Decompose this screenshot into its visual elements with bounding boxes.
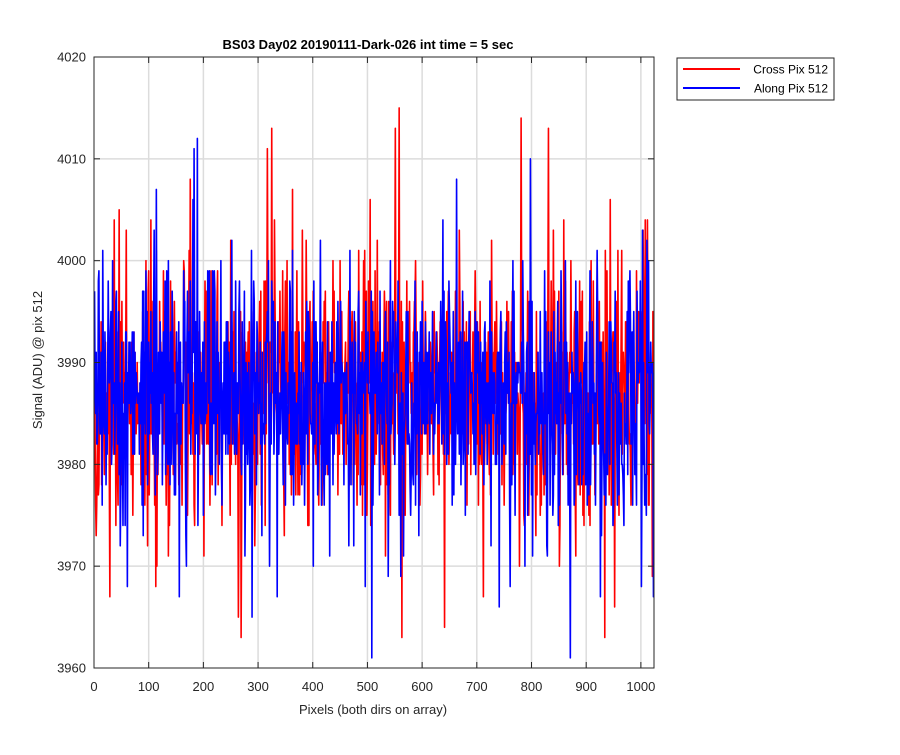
x-tick-label: 1000: [626, 679, 655, 694]
y-tick-label: 3980: [57, 457, 86, 472]
x-tick-label: 600: [411, 679, 433, 694]
x-axis-label: Pixels (both dirs on array): [299, 702, 447, 717]
y-tick-label: 4020: [57, 50, 86, 65]
legend-label-cross: Cross Pix 512: [753, 63, 828, 77]
x-tick-label: 400: [302, 679, 324, 694]
series-layer: [94, 107, 654, 659]
y-tick-label: 4000: [57, 253, 86, 268]
chart-title: BS03 Day02 20190111-Dark-026 int time = …: [223, 37, 514, 52]
legend-label-along: Along Pix 512: [754, 82, 828, 96]
x-tick-label: 0: [90, 679, 97, 694]
legend-box: [676, 57, 835, 101]
y-axis-label: Signal (ADU) @ pix 512: [30, 291, 45, 429]
y-tick-label: 3990: [57, 355, 86, 370]
x-tick-label: 700: [466, 679, 488, 694]
x-tick-label: 300: [247, 679, 269, 694]
y-tick-label: 4010: [57, 151, 86, 166]
y-tick-label: 3960: [57, 661, 86, 676]
x-axis-ticks: 0 100 200 300 400 500 600 700 800 900 1000: [90, 57, 655, 694]
x-tick-label: 200: [193, 679, 215, 694]
x-tick-label: 500: [357, 679, 379, 694]
x-tick-label: 900: [575, 679, 597, 694]
series-line-along-pix-512: [94, 137, 654, 659]
x-tick-label: 800: [521, 679, 543, 694]
y-axis-ticks: 3960 3970 3980 3990 4000 4010 4020: [57, 50, 654, 676]
legend: Cross Pix 512 Along Pix 512: [676, 57, 835, 101]
x-tick-label: 100: [138, 679, 160, 694]
y-tick-label: 3970: [57, 559, 86, 574]
